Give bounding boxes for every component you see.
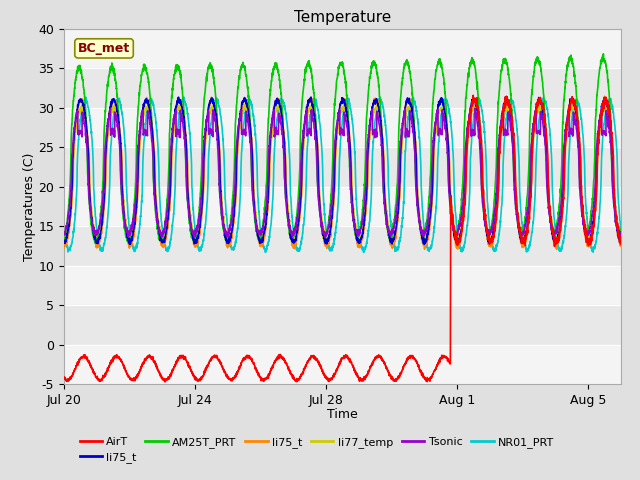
Text: BC_met: BC_met	[78, 42, 130, 55]
Bar	[64, 305, 621, 345]
Bar	[64, 147, 621, 187]
Bar	[64, 68, 621, 108]
Y-axis label: Temperatures (C): Temperatures (C)	[22, 152, 36, 261]
Title: Temperature: Temperature	[294, 10, 391, 25]
X-axis label: Time: Time	[327, 408, 358, 421]
Bar	[64, 226, 621, 265]
Legend: AirT, li75_t, AM25T_PRT, li75_t, li77_temp, Tsonic, NR01_PRT: AirT, li75_t, AM25T_PRT, li75_t, li77_te…	[75, 432, 559, 468]
